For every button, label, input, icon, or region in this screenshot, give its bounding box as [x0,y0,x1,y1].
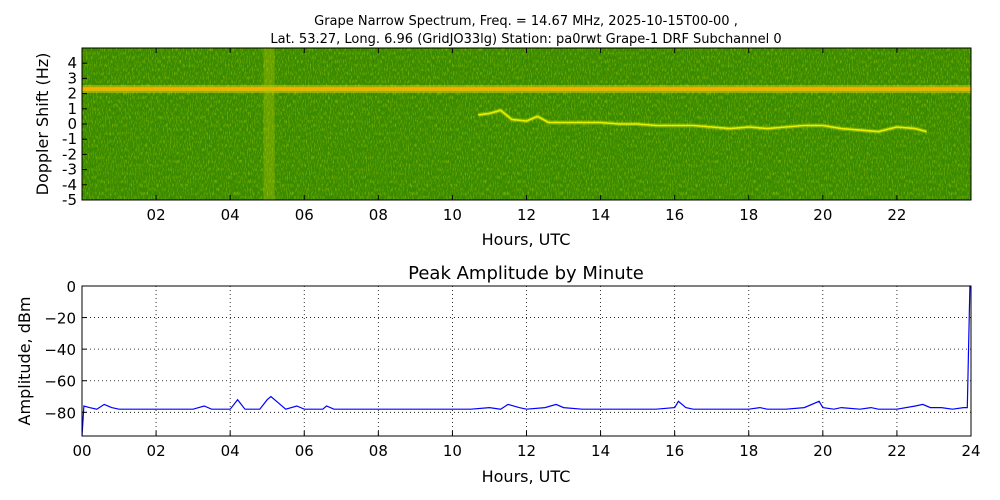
x-tick-label: 18 [739,442,758,460]
y-tick-label: -4 [62,176,77,194]
x-tick-label: 20 [813,442,832,460]
spectrogram-y-axis-label: Doppler Shift (Hz) [33,53,52,196]
y-tick-label: −20 [44,310,76,328]
amplitude-plot-area [82,286,971,436]
spectrogram-x-ticks: 02 04 06 08 10 12 14 16 18 20 22 [147,48,906,224]
figure-title-line-1: Grape Narrow Spectrum, Freq. = 14.67 MHz… [314,14,738,29]
x-tick-label: 14 [591,206,610,224]
x-tick-label: 06 [295,442,314,460]
amplitude-x-axis-label: Hours, UTC [482,467,571,486]
carrier-band-core [82,88,971,90]
y-tick-label: 0 [66,278,76,296]
amplitude-y-ticks: 0 −20 −40 −60 −80 [44,278,87,422]
x-tick-label: 04 [221,206,240,224]
amplitude-chart-title: Peak Amplitude by Minute [408,263,644,284]
x-tick-label: 16 [665,206,684,224]
y-tick-label: −80 [44,404,76,422]
x-tick-label: 18 [739,206,758,224]
x-tick-label: 04 [221,442,240,460]
x-tick-label: 10 [443,206,462,224]
y-tick-label: 2 [67,85,77,103]
y-tick-label: −40 [44,341,76,359]
x-tick-label: 12 [517,206,536,224]
doppler-trace [478,109,927,133]
x-tick-label: 10 [443,442,462,460]
y-tick-label: 0 [67,115,77,133]
spectrogram-noise [82,48,971,200]
x-tick-label: 02 [147,206,166,224]
broadband-noise-band [263,48,275,200]
figure-title-line-2: Lat. 53.27, Long. 6.96 (GridJO33lg) Stat… [270,32,781,47]
x-tick-label: 20 [813,206,832,224]
x-tick-label: 14 [591,442,610,460]
x-tick-label: 02 [147,442,166,460]
x-tick-label: 22 [887,442,906,460]
x-tick-label: 08 [369,442,388,460]
y-tick-label: 1 [67,100,77,118]
x-tick-label: 16 [665,442,684,460]
amplitude-panel: Peak Amplitude by Minute 00 02 04 06 08 10 12 1… [15,263,981,486]
y-tick-label: 3 [67,69,77,87]
y-tick-label: -5 [62,191,77,209]
x-tick-label: 12 [517,442,536,460]
y-tick-label: 4 [67,54,77,72]
x-tick-label: 00 [72,442,91,460]
x-tick-label: 24 [961,442,980,460]
x-tick-label: 08 [369,206,388,224]
y-tick-label: -2 [62,145,77,163]
amplitude-series-line [82,286,971,436]
amplitude-x-ticks: 00 02 04 06 08 10 12 14 16 18 20 22 24 [72,431,981,460]
x-tick-label: 22 [887,206,906,224]
spectrogram-x-axis-label: Hours, UTC [482,230,571,249]
y-tick-label: −60 [44,373,76,391]
spectrogram-features [82,48,971,200]
y-tick-label: -3 [62,161,77,179]
x-tick-label: 06 [295,206,314,224]
y-tick-label: -1 [62,130,77,148]
amplitude-y-axis-label: Amplitude, dBm [15,297,34,426]
